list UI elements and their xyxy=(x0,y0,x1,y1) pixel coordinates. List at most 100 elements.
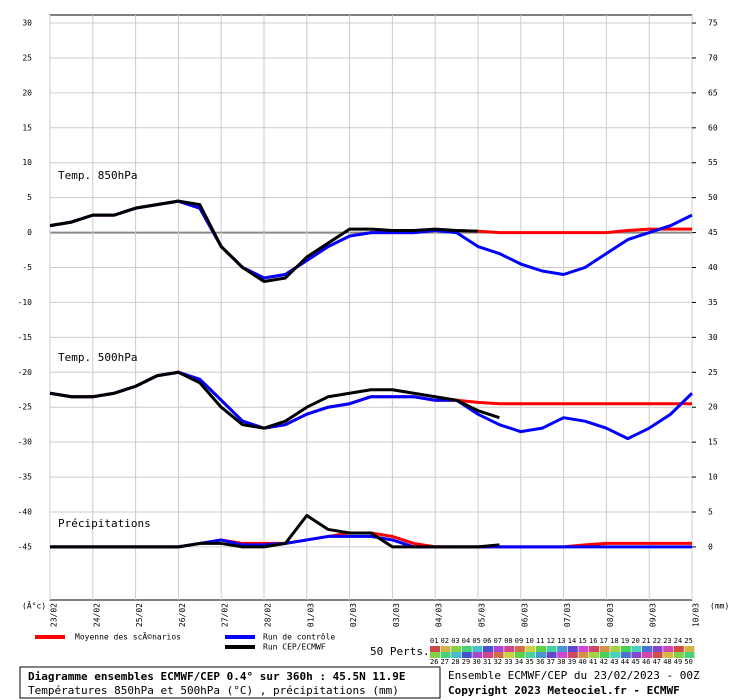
perturbation-label: 08 xyxy=(504,637,512,645)
perturbation-swatch xyxy=(493,646,504,652)
perturbation-swatch xyxy=(514,646,525,652)
perturbation-label: 38 xyxy=(557,658,565,666)
perturbation-swatch xyxy=(610,646,621,652)
y2-tick-label: 40 xyxy=(708,263,718,272)
perturbation-label: 42 xyxy=(600,658,608,666)
perturbation-swatch xyxy=(536,646,546,652)
y2-tick-label: 5 xyxy=(708,507,713,516)
perturbation-swatch xyxy=(642,652,652,658)
legend-label: Run CEP/ECMWF xyxy=(263,643,326,652)
perturbation-label: 24 xyxy=(674,637,682,645)
legend-label: Run de contrôle xyxy=(263,632,335,642)
perturbation-label: 43 xyxy=(610,658,618,666)
perturbation-label: 25 xyxy=(684,637,692,645)
perturbation-label: 40 xyxy=(578,658,586,666)
y-tick-label: -25 xyxy=(18,403,33,412)
y2-tick-label: 75 xyxy=(708,19,718,28)
perturbation-swatch xyxy=(684,652,695,658)
y-tick-label: -45 xyxy=(18,542,33,551)
series-line xyxy=(49,199,479,283)
perturbation-swatch xyxy=(567,652,578,658)
perturbation-label: 33 xyxy=(504,658,512,666)
perturbation-label: 21 xyxy=(642,637,650,645)
y-tick-label: 20 xyxy=(22,88,32,97)
x-tick-label: 24/02 xyxy=(92,603,101,627)
perturbation-swatch xyxy=(493,652,504,658)
perturbation-label: 06 xyxy=(483,637,491,645)
perturbation-label: 04 xyxy=(462,637,470,645)
perturbation-swatch xyxy=(673,646,684,652)
perturbation-swatch xyxy=(440,652,451,658)
perturbation-label: 37 xyxy=(547,658,555,666)
y2-tick-label: 25 xyxy=(708,368,718,377)
x-tick-label: 01/03 xyxy=(306,603,315,627)
perturbation-label: 46 xyxy=(642,658,650,666)
perturbation-label: 05 xyxy=(472,637,480,645)
perturbation-swatch xyxy=(642,646,652,652)
y2-unit: (mm) xyxy=(710,602,729,611)
y2-tick-label: 0 xyxy=(708,542,713,551)
y2-tick-label: 20 xyxy=(708,403,718,412)
perturbation-swatch xyxy=(536,652,546,658)
perturbation-label: 35 xyxy=(525,658,533,666)
perturbation-swatch xyxy=(599,652,610,658)
perturbation-swatch xyxy=(451,646,462,652)
perturbation-swatch xyxy=(652,646,663,652)
perturbation-label: 07 xyxy=(494,637,502,645)
perturbation-label: 13 xyxy=(557,637,565,645)
footer-copyright: Copyright 2023 Meteociel.fr - ECMWF xyxy=(448,684,680,697)
perturbation-label: 18 xyxy=(610,637,618,645)
y-tick-label: 0 xyxy=(27,228,32,237)
perturbation-swatch xyxy=(461,652,472,658)
perturbation-swatch xyxy=(472,646,483,652)
perturbation-swatch xyxy=(663,646,674,652)
y-tick-label: 30 xyxy=(22,19,32,28)
x-tick-label: 25/02 xyxy=(135,603,144,627)
perturbation-swatch xyxy=(663,652,674,658)
plot-frame xyxy=(49,14,693,601)
y-tick-label: -15 xyxy=(18,333,33,342)
perturbation-swatch xyxy=(430,646,440,652)
x-tick-label: 10/03 xyxy=(692,603,701,627)
perturbation-swatch xyxy=(483,652,493,658)
perturbation-label: 29 xyxy=(462,658,470,666)
footer-subtitle: Températures 850hPa et 500hPa (°C) , pré… xyxy=(28,684,399,697)
x-tick-label: 06/03 xyxy=(520,603,529,627)
perturbation-label: 31 xyxy=(483,658,491,666)
perturbation-label: 10 xyxy=(525,637,533,645)
perturbation-label: 41 xyxy=(589,658,597,666)
perturbation-swatch xyxy=(451,652,462,658)
x-tick-label: 05/03 xyxy=(478,603,487,627)
perturbation-label: 44 xyxy=(621,658,629,666)
perturbation-label: 12 xyxy=(547,637,555,645)
perturbation-swatch xyxy=(525,652,536,658)
perturbation-label: 20 xyxy=(631,637,639,645)
perturbation-swatch xyxy=(557,646,568,652)
y2-tick-label: 10 xyxy=(708,473,718,482)
perturbation-label: 09 xyxy=(515,637,523,645)
y2-tick-label: 15 xyxy=(708,438,718,447)
y-tick-label: -30 xyxy=(18,438,33,447)
perturbation-swatch xyxy=(652,652,663,658)
perturbation-swatch xyxy=(472,652,483,658)
perturbation-label: 32 xyxy=(494,658,502,666)
x-tick-label: 04/03 xyxy=(435,603,444,627)
perturbation-swatch xyxy=(578,646,589,652)
perturbation-label: 27 xyxy=(441,658,449,666)
x-tick-label: 03/03 xyxy=(392,603,401,627)
y2-tick-label: 30 xyxy=(708,333,718,342)
x-tick-label: 23/02 xyxy=(50,603,59,627)
perturbation-label: 28 xyxy=(451,658,459,666)
panel-label: Temp. 850hPa xyxy=(58,169,137,182)
perturbation-swatch xyxy=(631,646,642,652)
perturbation-swatch xyxy=(631,652,642,658)
x-tick-label: 28/02 xyxy=(264,603,273,627)
perturbation-swatch xyxy=(546,652,557,658)
series-line xyxy=(50,513,500,549)
footer-title: Diagramme ensembles ECMWF/CEP 0.4° sur 3… xyxy=(28,670,406,683)
perturbation-swatch xyxy=(567,646,578,652)
x-tick-label: 08/03 xyxy=(606,603,615,627)
perturbation-label: 36 xyxy=(536,658,544,666)
perturbation-swatch xyxy=(514,652,525,658)
y-tick-label: -10 xyxy=(18,298,33,307)
